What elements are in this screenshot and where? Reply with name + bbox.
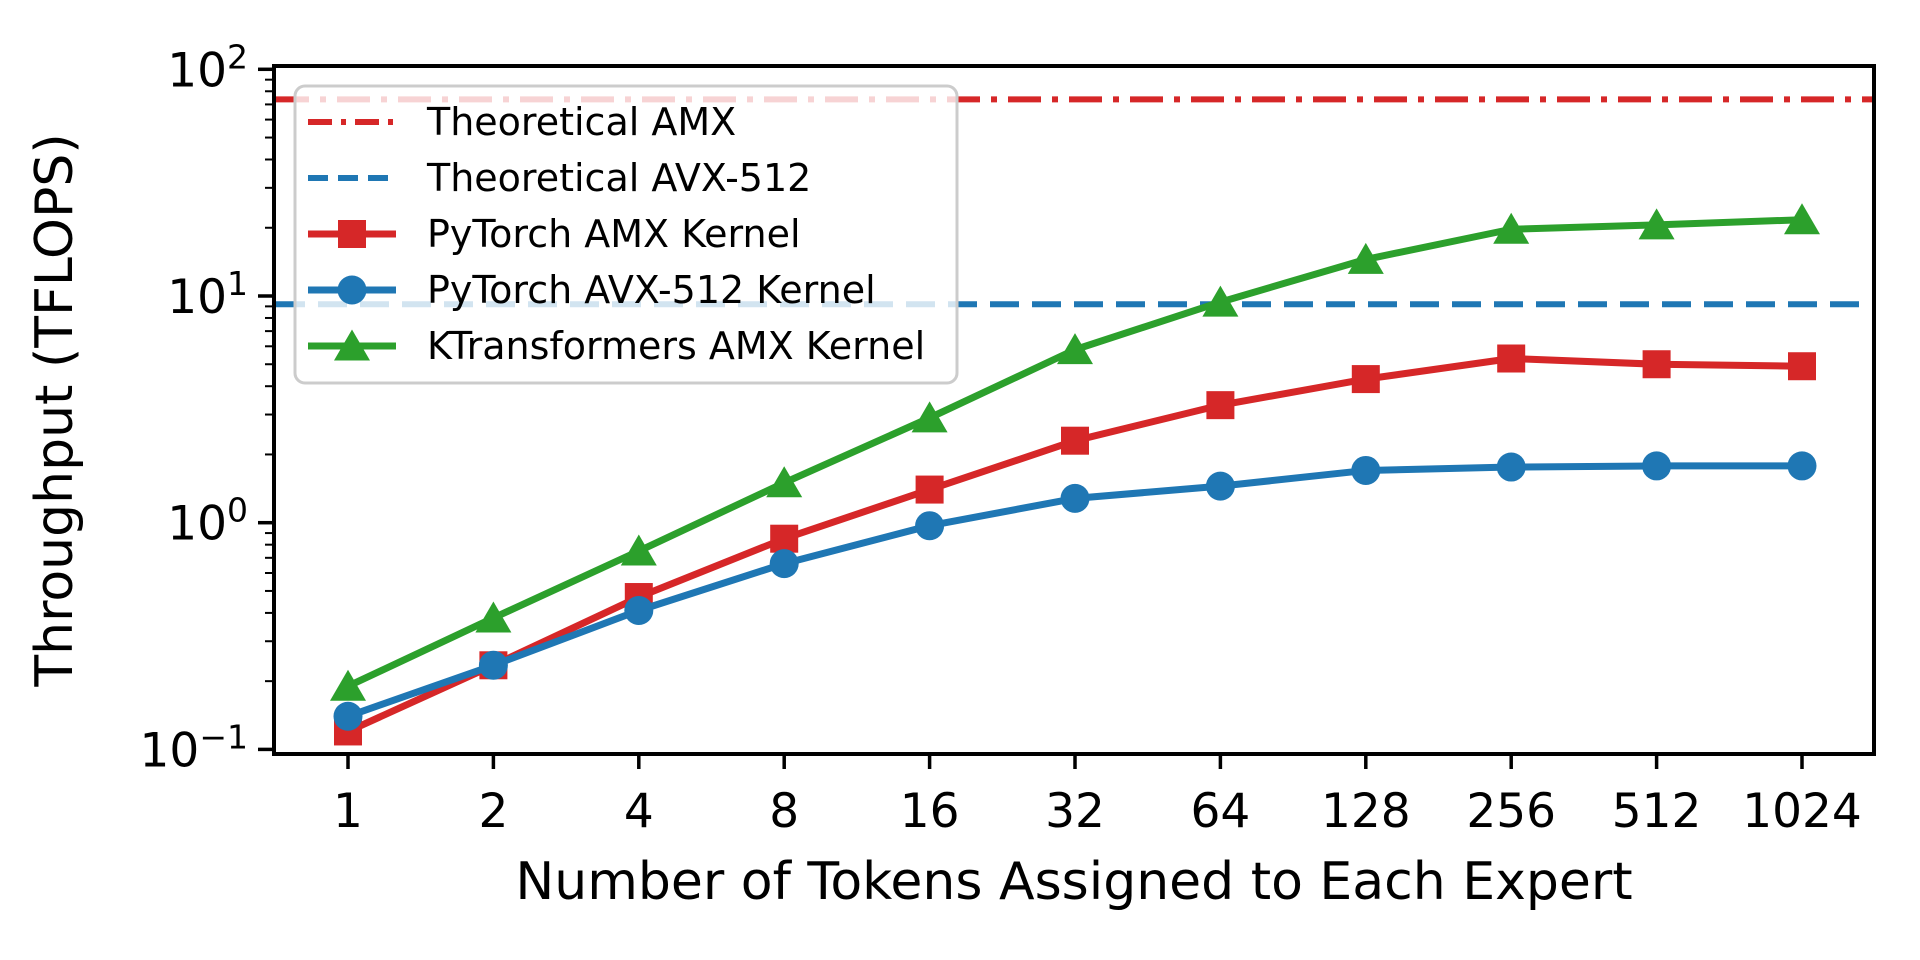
- x-axis-tick-label: 8: [769, 784, 799, 839]
- series-ktransformers-amx-kernel: [330, 203, 1820, 701]
- circle-marker: [1787, 451, 1817, 481]
- triangle-marker: [475, 601, 512, 633]
- square-marker: [1788, 352, 1816, 381]
- legend-sample-circle-marker: [337, 275, 367, 305]
- series-line-pytorch-amx-kernel: [344, 355, 1806, 735]
- x-axis: 1 2 4 8 16 32 64 128 256 512 1024: [333, 754, 1862, 839]
- triangle-marker: [766, 466, 803, 498]
- x-axis-label: Number of Tokens Assigned to Each Expert: [515, 852, 1632, 912]
- square-marker: [1206, 391, 1235, 420]
- circle-marker: [624, 595, 654, 625]
- x-axis-tick-label: 256: [1466, 784, 1556, 839]
- x-axis-tick-label: 32: [1045, 784, 1105, 839]
- square-marker: [1497, 344, 1526, 373]
- x-axis-tick-label: 128: [1321, 784, 1411, 839]
- y-axis-tick-label: 101: [167, 264, 248, 325]
- circle-marker: [1642, 451, 1672, 481]
- circle-marker: [1496, 452, 1526, 482]
- square-marker: [915, 475, 944, 504]
- y-axis-tick-label: 100: [167, 491, 248, 552]
- square-marker: [1061, 426, 1089, 455]
- triangle-marker: [620, 534, 657, 566]
- triangle-marker: [1347, 242, 1384, 274]
- circle-marker: [478, 650, 508, 680]
- x-axis-tick-label: 2: [478, 784, 508, 839]
- circle-marker: [1205, 471, 1235, 501]
- legend-entry-ktransformers-amx-kernel: KTransformers AMX Kernel: [308, 324, 925, 368]
- x-axis-tick-label: 1: [333, 784, 363, 839]
- triangle-marker: [1493, 212, 1530, 244]
- square-marker: [770, 524, 799, 553]
- legend-entry-pytorch-amx-kernel: PyTorch AMX Kernel: [308, 212, 801, 256]
- y-axis-tick-label: 102: [167, 37, 248, 98]
- legend-entry-label: Theoretical AMX: [426, 100, 736, 144]
- legend-sample-square-marker: [338, 220, 366, 248]
- triangle-marker: [330, 669, 366, 701]
- triangle-marker: [911, 401, 948, 433]
- legend: Theoretical AMX Theoretical AVX-512 PyTorc…: [293, 84, 959, 385]
- x-axis-tick-label: 512: [1612, 784, 1702, 839]
- series-pytorch-avx-512-kernel: [333, 451, 1817, 731]
- legend-entry-theoretical-amx: Theoretical AMX: [308, 100, 736, 144]
- legend-entry-label: Theoretical AVX-512: [426, 156, 811, 200]
- y-axis: 10−1 100 101 102: [140, 37, 274, 778]
- x-axis-tick-label: 1024: [1742, 784, 1862, 839]
- legend-sample-triangle-marker: [334, 329, 370, 361]
- y-axis-label: Throughput (TFLOPS): [25, 133, 85, 687]
- triangle-marker: [1784, 203, 1820, 235]
- circle-marker: [915, 511, 945, 541]
- legend-entry-pytorch-avx-512-kernel: PyTorch AVX-512 Kernel: [308, 268, 876, 312]
- triangle-marker: [1638, 208, 1675, 240]
- legend-entry-theoretical-avx-512: Theoretical AVX-512: [308, 156, 811, 200]
- x-axis-tick-label: 16: [900, 784, 960, 839]
- circle-marker: [769, 549, 799, 579]
- triangle-marker: [1057, 333, 1093, 365]
- x-axis-tick-label: 4: [624, 784, 654, 839]
- y-axis-tick-label: 10−1: [140, 717, 248, 778]
- circle-marker: [1351, 455, 1381, 485]
- square-marker: [1351, 365, 1380, 394]
- triangle-marker: [1202, 285, 1239, 317]
- circle-marker: [1060, 483, 1090, 513]
- series-pytorch-amx-kernel: [334, 344, 1816, 746]
- legend-entry-label: PyTorch AMX Kernel: [427, 212, 801, 256]
- x-axis-tick-label: 64: [1190, 784, 1250, 839]
- legend-entry-label: KTransformers AMX Kernel: [427, 324, 925, 368]
- square-marker: [1642, 350, 1671, 379]
- circle-marker: [333, 701, 363, 731]
- legend-entry-label: PyTorch AVX-512 Kernel: [427, 268, 876, 312]
- legend-box: [293, 84, 959, 385]
